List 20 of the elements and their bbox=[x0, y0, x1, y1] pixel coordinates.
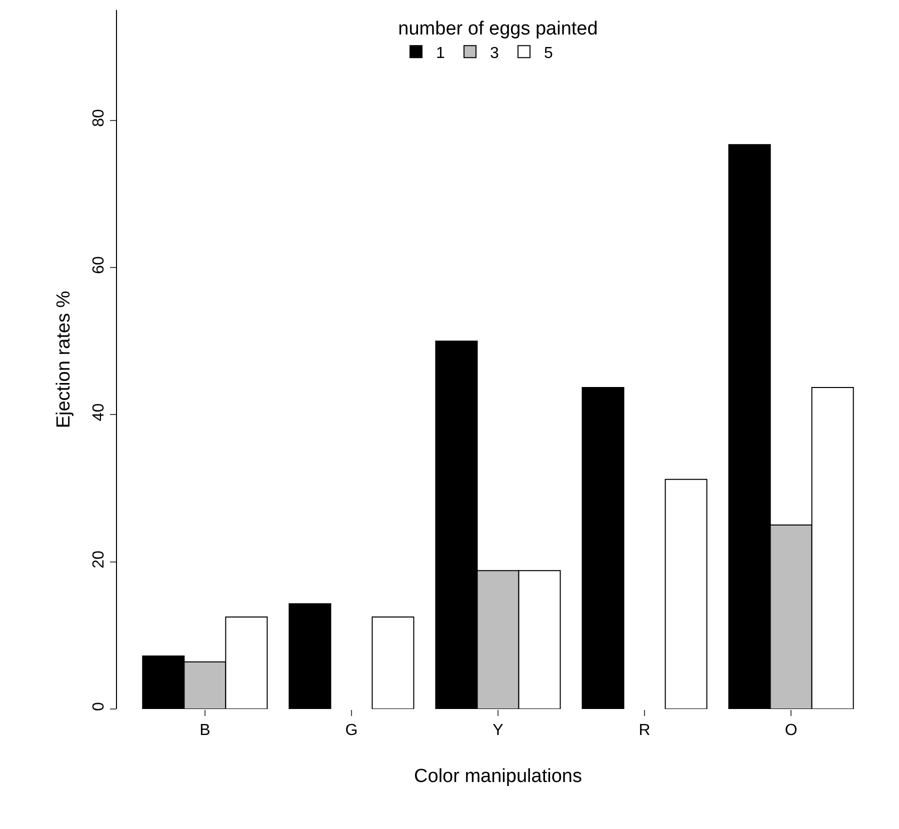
x-tick-label: O bbox=[784, 722, 798, 740]
y-tick-label: 60 bbox=[90, 256, 108, 274]
y-tick-label: 40 bbox=[90, 403, 108, 422]
y-tick-label: 80 bbox=[90, 108, 108, 127]
legend-title: number of eggs painted bbox=[398, 18, 598, 40]
x-tick-label: Y bbox=[492, 722, 504, 740]
x-tick-label: G bbox=[345, 722, 358, 740]
bar bbox=[288, 603, 332, 709]
legend-label: 5 bbox=[544, 44, 553, 62]
bar bbox=[582, 386, 624, 709]
x-tick-label: R bbox=[638, 722, 650, 740]
y-tick-label: 20 bbox=[90, 550, 108, 568]
y-axis-title: Ejection rates % bbox=[53, 290, 74, 428]
bar bbox=[664, 478, 708, 709]
bar bbox=[372, 616, 414, 709]
legend-label: 1 bbox=[436, 44, 445, 62]
x-axis-title: Color manipulations bbox=[414, 766, 582, 787]
x-tick-label: B bbox=[200, 722, 210, 740]
y-tick-label: 0 bbox=[90, 702, 108, 712]
legend-label: 3 bbox=[490, 44, 499, 62]
